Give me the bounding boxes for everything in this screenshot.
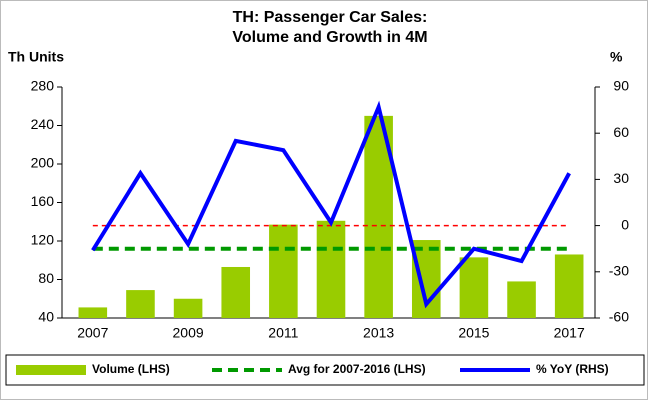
legend-label: % YoY (RHS) [536, 362, 609, 376]
legend-box [5, 354, 645, 386]
x-tick-label: 2017 [554, 325, 585, 341]
y2-tick-label: 30 [613, 170, 629, 186]
y-tick-label: 120 [31, 232, 55, 248]
y2-tick-label: -60 [609, 309, 629, 325]
y-axis-label: Th Units [8, 49, 64, 65]
bar [78, 307, 108, 318]
bar [554, 254, 584, 318]
chart-title: TH: Passenger Car Sales: [233, 9, 428, 26]
bar [269, 224, 298, 318]
y2-tick-label: 0 [621, 216, 629, 232]
yoy-line [91, 100, 571, 309]
x-tick-label: 2015 [458, 325, 489, 341]
y2-tick-label: 60 [613, 124, 629, 140]
bar [221, 266, 251, 318]
bar [507, 281, 536, 318]
legend-swatch [16, 365, 86, 375]
x-tick-label: 2011 [268, 325, 298, 341]
legend-label: Volume (LHS) [92, 362, 170, 376]
y-tick-label: 160 [31, 193, 55, 209]
y-tick-label: 40 [38, 309, 54, 325]
y2-axis-label: % [610, 49, 623, 65]
y2-tick-label: -30 [609, 263, 629, 279]
bar [316, 220, 346, 318]
x-tick-label: 2013 [363, 325, 394, 341]
chart-title: Volume and Growth in 4M [232, 29, 427, 46]
y2-tick-label: 90 [613, 78, 629, 94]
y-tick-label: 240 [31, 116, 55, 132]
bar [126, 290, 155, 318]
y-tick-label: 200 [31, 155, 55, 171]
bar [459, 257, 489, 318]
x-tick-label: 2009 [173, 325, 204, 341]
legend-label: Avg for 2007-2016 (LHS) [288, 362, 426, 376]
x-tick-label: 2007 [77, 325, 108, 341]
y-tick-label: 80 [38, 270, 54, 286]
y-tick-label: 280 [31, 78, 55, 94]
bar [173, 298, 203, 318]
